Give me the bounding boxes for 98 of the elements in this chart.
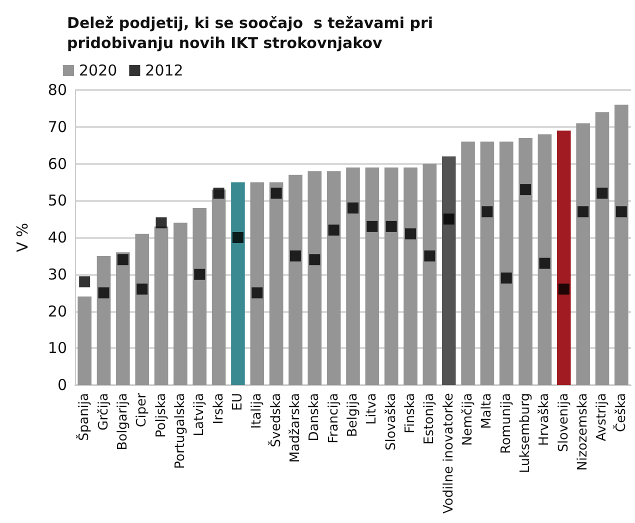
x-tick-label: Belgija — [346, 393, 360, 437]
y-tick-label: 20 — [48, 302, 67, 320]
x-tick-label: Slovenija — [556, 393, 572, 452]
bar — [326, 171, 341, 385]
bar — [422, 164, 437, 385]
x-tick-label: Malta — [480, 393, 495, 429]
chart-title: Delež podjetij, ki se soočajo s težavami pri pridobivanju novih IKT strokovnjakov — [67, 14, 438, 52]
bar — [556, 130, 571, 385]
bar — [538, 134, 552, 385]
bar — [499, 142, 514, 385]
point — [366, 220, 378, 232]
y-tick-label: 30 — [48, 265, 67, 284]
point — [213, 188, 224, 199]
bar — [250, 182, 264, 385]
x-tick-label: Danska — [307, 393, 322, 442]
bar — [461, 142, 475, 385]
bar — [442, 156, 456, 385]
y-tick-label: 10 — [48, 339, 67, 358]
x-tick-label: Ciper — [134, 392, 150, 428]
x-tick-label: Hrvaška — [537, 393, 552, 446]
x-tick-label: Nizozemska — [576, 393, 591, 471]
bar — [135, 234, 150, 385]
legend-label: 2012 — [145, 62, 184, 80]
point — [424, 250, 436, 262]
bar — [614, 104, 628, 385]
point — [270, 188, 282, 199]
point — [117, 254, 128, 266]
x-tick-label: Avstrija — [594, 393, 610, 442]
x-tick-label: Romunija — [498, 393, 514, 454]
y-axis-title: V % — [14, 222, 32, 252]
bar — [116, 252, 130, 385]
point — [482, 206, 493, 218]
bar — [595, 112, 610, 385]
x-tick-label: Finska — [403, 393, 418, 434]
x-tick-label: Italija — [250, 393, 265, 429]
bar — [288, 174, 302, 385]
bar — [174, 222, 188, 385]
x-tick-label: Irska — [211, 393, 226, 424]
bar — [308, 171, 322, 385]
point — [405, 228, 416, 240]
bar — [192, 208, 207, 385]
point — [500, 272, 512, 284]
x-tick-label: Španija — [75, 393, 92, 441]
bar — [518, 138, 532, 385]
legend-label: 2020 — [79, 62, 118, 80]
x-tick-label: Luksemburg — [518, 393, 534, 474]
bar — [269, 182, 284, 385]
point — [443, 214, 454, 225]
point — [290, 250, 301, 262]
x-tick-label: Slovaška — [384, 393, 399, 451]
bar — [346, 167, 360, 385]
point — [79, 276, 90, 288]
x-tick-label: Švedska — [266, 393, 284, 448]
bar — [231, 182, 245, 385]
point — [596, 188, 608, 199]
bar — [96, 256, 111, 385]
point — [232, 232, 244, 243]
point — [348, 202, 358, 214]
point — [539, 258, 550, 269]
bar — [480, 142, 494, 385]
point — [309, 254, 320, 266]
x-tick-label: Estonija — [422, 393, 438, 444]
point — [252, 287, 263, 298]
point — [558, 284, 570, 295]
x-tick-label: Litva — [364, 393, 380, 425]
y-tick-label: 70 — [48, 118, 67, 136]
y-tick-label: 50 — [48, 192, 67, 210]
y-tick-label: 0 — [57, 376, 67, 394]
y-tick-label: 60 — [48, 154, 67, 173]
y-tick-label: 40 — [48, 228, 67, 246]
point — [194, 268, 206, 280]
point — [98, 287, 110, 298]
x-tick-label: Bolgarija — [115, 393, 130, 450]
point — [578, 206, 589, 218]
x-tick-label: Portugalska — [172, 393, 188, 469]
x-tick-label: Latvija — [192, 393, 208, 436]
point — [386, 220, 397, 232]
x-tick-label: Madžarska — [288, 393, 303, 463]
point — [616, 206, 627, 218]
point — [156, 217, 167, 228]
bar — [404, 167, 418, 385]
bar — [384, 167, 398, 385]
bar — [576, 123, 590, 385]
point — [328, 224, 340, 236]
x-tick-label: Poljska — [154, 393, 169, 438]
x-tick-label: Vodilne inovatorke — [441, 393, 456, 514]
bar — [154, 226, 168, 385]
bar — [365, 167, 380, 385]
bar — [78, 296, 92, 385]
x-tick-label: Češka — [612, 393, 629, 432]
x-tick-label: Nemčija — [460, 393, 476, 446]
point — [136, 284, 148, 295]
x-tick-label: Francija — [326, 393, 342, 444]
x-tick-label: Grčija — [96, 393, 112, 430]
point — [520, 184, 532, 196]
bar — [212, 190, 226, 385]
x-tick-label: EU — [230, 393, 246, 411]
y-tick-label: 80 — [48, 81, 67, 99]
